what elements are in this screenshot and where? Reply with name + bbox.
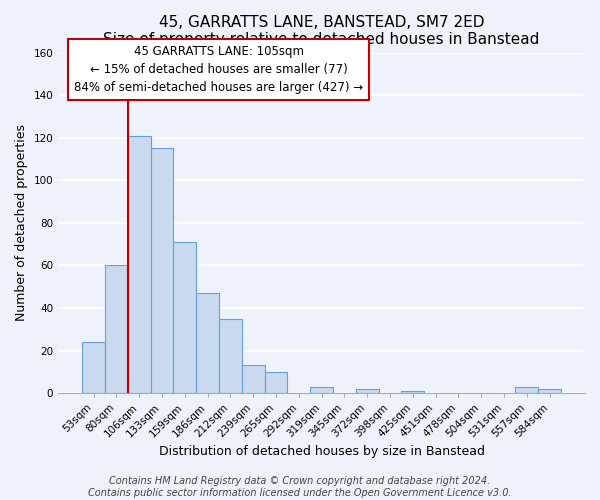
Bar [242, 366, 265, 393]
Bar [401, 391, 424, 393]
Bar [151, 148, 173, 393]
X-axis label: Distribution of detached houses by size in Banstead: Distribution of detached houses by size … [158, 444, 485, 458]
Bar [310, 386, 333, 393]
Bar [173, 242, 196, 393]
Bar [219, 318, 242, 393]
Y-axis label: Number of detached properties: Number of detached properties [15, 124, 28, 322]
Bar [265, 372, 287, 393]
Text: 45 GARRATTS LANE: 105sqm
← 15% of detached houses are smaller (77)
84% of semi-d: 45 GARRATTS LANE: 105sqm ← 15% of detach… [74, 45, 364, 94]
Bar [356, 389, 379, 393]
Text: Contains HM Land Registry data © Crown copyright and database right 2024.
Contai: Contains HM Land Registry data © Crown c… [88, 476, 512, 498]
Bar [82, 342, 105, 393]
Bar [128, 136, 151, 393]
Bar [196, 293, 219, 393]
Title: 45, GARRATTS LANE, BANSTEAD, SM7 2ED
Size of property relative to detached house: 45, GARRATTS LANE, BANSTEAD, SM7 2ED Siz… [103, 15, 540, 48]
Bar [538, 389, 561, 393]
Bar [105, 266, 128, 393]
Bar [515, 386, 538, 393]
